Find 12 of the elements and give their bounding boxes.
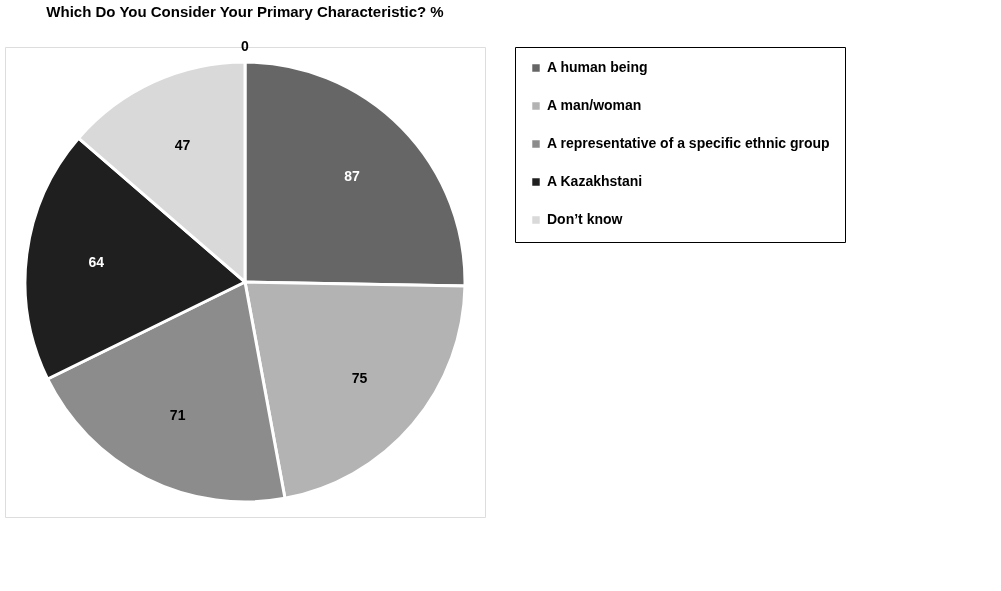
legend-label: A representative of a specific ethnic group xyxy=(547,135,830,151)
data-label: 71 xyxy=(169,407,186,424)
data-label: 75 xyxy=(351,370,368,386)
data-label: 47 xyxy=(174,136,191,153)
data-label: 64 xyxy=(88,253,105,270)
legend-label: A human being xyxy=(547,59,648,75)
legend-label: A man/woman xyxy=(547,97,642,113)
legend-label: A Kazakhstani xyxy=(547,173,643,189)
chart-title: Which Do You Consider Your Primary Characteristic? % xyxy=(46,3,444,20)
text: 0 xyxy=(241,38,250,54)
legend-label: Don’t know xyxy=(547,211,623,227)
data-label: 87 xyxy=(344,167,361,184)
